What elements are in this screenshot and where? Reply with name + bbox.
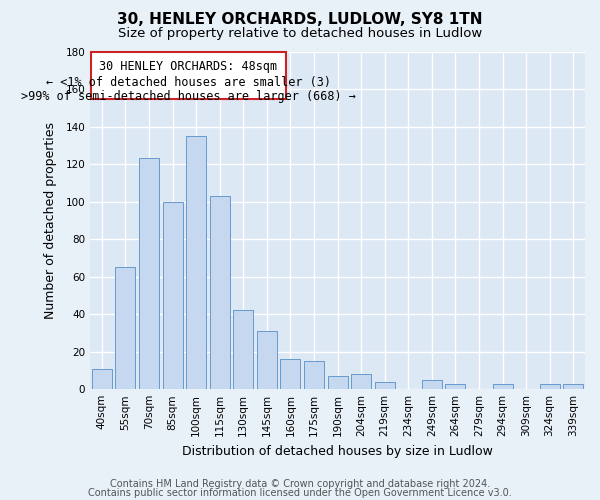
Bar [186,136,206,389]
Bar [539,384,560,389]
X-axis label: Distribution of detached houses by size in Ludlow: Distribution of detached houses by size … [182,444,493,458]
Bar [115,267,136,389]
Bar [374,382,395,389]
Text: Contains public sector information licensed under the Open Government Licence v3: Contains public sector information licen… [88,488,512,498]
Text: Size of property relative to detached houses in Ludlow: Size of property relative to detached ho… [118,28,482,40]
Bar [92,368,112,389]
Bar [139,158,159,389]
Bar [328,376,347,389]
Bar [210,196,230,389]
Y-axis label: Number of detached properties: Number of detached properties [44,122,57,319]
Bar [563,384,583,389]
Bar [304,361,324,389]
Bar [422,380,442,389]
Text: 30 HENLEY ORCHARDS: 48sqm: 30 HENLEY ORCHARDS: 48sqm [100,60,277,73]
Bar [493,384,512,389]
Bar [233,310,253,389]
Text: >99% of semi-detached houses are larger (668) →: >99% of semi-detached houses are larger … [21,90,356,103]
Bar [163,202,182,389]
Bar [445,384,466,389]
Text: Contains HM Land Registry data © Crown copyright and database right 2024.: Contains HM Land Registry data © Crown c… [110,479,490,489]
Text: ← <1% of detached houses are smaller (3): ← <1% of detached houses are smaller (3) [46,76,331,89]
Bar [257,331,277,389]
Bar [280,359,301,389]
Bar [351,374,371,389]
Text: 30, HENLEY ORCHARDS, LUDLOW, SY8 1TN: 30, HENLEY ORCHARDS, LUDLOW, SY8 1TN [117,12,483,28]
FancyBboxPatch shape [91,52,286,100]
